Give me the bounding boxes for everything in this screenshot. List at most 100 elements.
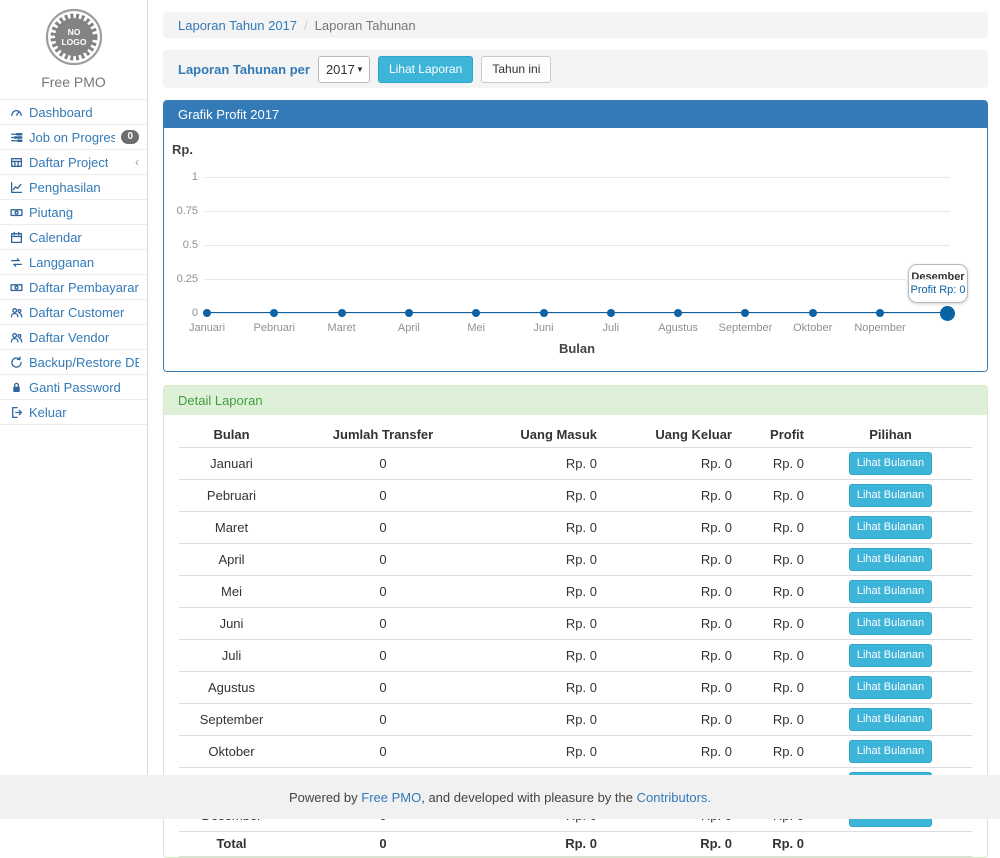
lihat-bulanan-button[interactable]: Lihat Bulanan — [849, 484, 932, 507]
lock-icon — [9, 381, 23, 394]
chart-point-juni[interactable] — [540, 309, 548, 317]
x-axis-tick: Juni — [507, 322, 581, 334]
table-total-row: Total0Rp. 0Rp. 0Rp. 0 — [179, 831, 972, 856]
sidebar-item-piutang[interactable]: Piutang — [0, 200, 147, 225]
chart-point-september[interactable] — [741, 309, 749, 317]
sidebar-item-daftar-vendor[interactable]: Daftar Vendor — [0, 325, 147, 350]
x-axis-tick: Agustus — [641, 322, 715, 334]
table-cell-action: Lihat Bulanan — [809, 479, 972, 511]
chart-point-januari[interactable] — [203, 309, 211, 317]
year-filter-form: Laporan Tahunan per 2017 ▼ Lihat Laporan… — [163, 50, 988, 88]
lihat-bulanan-button[interactable]: Lihat Bulanan — [849, 580, 932, 603]
y-axis-tick: 0.5 — [164, 239, 198, 251]
footer-text-mid: , and developed with pleasure by the — [421, 790, 633, 805]
sidebar-item-daftar-customer[interactable]: Daftar Customer — [0, 300, 147, 325]
chart-point-pebruari[interactable] — [270, 309, 278, 317]
users-icon — [9, 331, 23, 344]
table-row: Juni0Rp. 0Rp. 0Rp. 0Lihat Bulanan — [179, 607, 972, 639]
svg-text:NO: NO — [67, 27, 80, 37]
table-cell: Oktober — [179, 735, 284, 767]
y-axis-title: Rp. — [172, 142, 193, 157]
lihat-bulanan-button[interactable]: Lihat Bulanan — [849, 612, 932, 635]
year-select[interactable]: 2017 ▼ — [318, 56, 370, 83]
chart-point-desember[interactable] — [940, 306, 955, 321]
table-cell-action: Lihat Bulanan — [809, 735, 972, 767]
breadcrumb-link-laporan-tahun[interactable]: Laporan Tahun 2017 — [178, 18, 297, 33]
main-content: Laporan Tahun 2017 / Laporan Tahunan Lap… — [149, 0, 1000, 775]
table-cell: Rp. 0 — [737, 447, 809, 479]
table-cell-action: Lihat Bulanan — [809, 543, 972, 575]
sidebar-item-daftar-project[interactable]: Daftar Project‹ — [0, 150, 147, 175]
x-axis-title: Bulan — [207, 341, 947, 356]
sidebar: NO LOGO Free PMO Dashboard Job on Progres… — [0, 0, 148, 775]
lihat-bulanan-button[interactable]: Lihat Bulanan — [849, 516, 932, 539]
tahun-ini-button[interactable]: Tahun ini — [481, 56, 551, 83]
sidebar-item-calendar[interactable]: Calendar — [0, 225, 147, 250]
sidebar-item-job-on-progress[interactable]: Job on Progress0 — [0, 125, 147, 150]
table-cell: Rp. 0 — [602, 543, 737, 575]
sidebar-item-daftar-pembayaran[interactable]: Daftar Pembayaran — [0, 275, 147, 300]
page-footer: Powered by Free PMO , and developed with… — [0, 775, 1000, 819]
money-icon — [9, 281, 23, 294]
table-cell: 0 — [284, 831, 482, 856]
table-cell: Rp. 0 — [737, 639, 809, 671]
sidebar-item-penghasilan[interactable]: Penghasilan — [0, 175, 147, 200]
x-axis-tick: September — [708, 322, 782, 334]
chart-point-nopember[interactable] — [876, 309, 884, 317]
chart-point-agustus[interactable] — [674, 309, 682, 317]
table-row: Agustus0Rp. 0Rp. 0Rp. 0Lihat Bulanan — [179, 671, 972, 703]
sidebar-item-label: Dashboard — [29, 105, 93, 120]
lihat-bulanan-button[interactable]: Lihat Bulanan — [849, 740, 932, 763]
sidebar-item-dashboard[interactable]: Dashboard — [0, 100, 147, 125]
chart-point-april[interactable] — [405, 309, 413, 317]
table-cell: Rp. 0 — [482, 831, 602, 856]
count-badge: 0 — [121, 130, 139, 144]
y-axis-tick: 0.75 — [164, 205, 198, 217]
chart-tooltip: Desember Profit Rp: 0 — [908, 264, 968, 303]
table-cell: Rp. 0 — [602, 735, 737, 767]
column-header-uang-keluar: Uang Keluar — [602, 423, 737, 447]
sidebar-item-ganti-password[interactable]: Ganti Password — [0, 375, 147, 400]
table-cell: Rp. 0 — [737, 511, 809, 543]
chart-point-maret[interactable] — [338, 309, 346, 317]
sidebar-item-label: Piutang — [29, 205, 73, 220]
column-header-pilihan: Pilihan — [809, 423, 972, 447]
chart-point-juli[interactable] — [607, 309, 615, 317]
chart-point-mei[interactable] — [472, 309, 480, 317]
y-axis-tick: 0.25 — [164, 273, 198, 285]
line-chart-icon — [9, 181, 23, 194]
sidebar-item-label: Penghasilan — [29, 180, 101, 195]
lihat-bulanan-button[interactable]: Lihat Bulanan — [849, 676, 932, 699]
lihat-bulanan-button[interactable]: Lihat Bulanan — [849, 452, 932, 475]
table-row: Januari0Rp. 0Rp. 0Rp. 0Lihat Bulanan — [179, 447, 972, 479]
refresh-icon — [9, 356, 23, 369]
table-cell: 0 — [284, 575, 482, 607]
column-header-profit: Profit — [737, 423, 809, 447]
lihat-bulanan-button[interactable]: Lihat Bulanan — [849, 644, 932, 667]
table-cell-action: Lihat Bulanan — [809, 671, 972, 703]
table-cell: Rp. 0 — [482, 511, 602, 543]
table-row: Juli0Rp. 0Rp. 0Rp. 0Lihat Bulanan — [179, 639, 972, 671]
table-cell: Rp. 0 — [602, 607, 737, 639]
chart-point-oktober[interactable] — [809, 309, 817, 317]
table-cell: Juli — [179, 639, 284, 671]
table-cell: Rp. 0 — [482, 703, 602, 735]
footer-link-contributors[interactable]: Contributors. — [637, 790, 711, 805]
logo-box: NO LOGO Free PMO — [0, 0, 147, 90]
table-cell: 0 — [284, 447, 482, 479]
lihat-laporan-button[interactable]: Lihat Laporan — [378, 56, 473, 83]
table-cell: Rp. 0 — [737, 671, 809, 703]
x-axis-tick: Nopember — [843, 322, 917, 334]
lihat-bulanan-button[interactable]: Lihat Bulanan — [849, 708, 932, 731]
table-header-row: BulanJumlah TransferUang MasukUang Kelua… — [179, 423, 972, 447]
table-cell: Total — [179, 831, 284, 856]
brand-name: Free PMO — [0, 74, 147, 90]
table-cell: 0 — [284, 511, 482, 543]
sidebar-item-backup-restore-db[interactable]: Backup/Restore DB — [0, 350, 147, 375]
lihat-bulanan-button[interactable]: Lihat Bulanan — [849, 548, 932, 571]
users-icon — [9, 306, 23, 319]
money-icon — [9, 206, 23, 219]
footer-link-free-pmo[interactable]: Free PMO — [361, 790, 421, 805]
sidebar-item-langganan[interactable]: Langganan — [0, 250, 147, 275]
sidebar-item-keluar[interactable]: Keluar — [0, 400, 147, 425]
